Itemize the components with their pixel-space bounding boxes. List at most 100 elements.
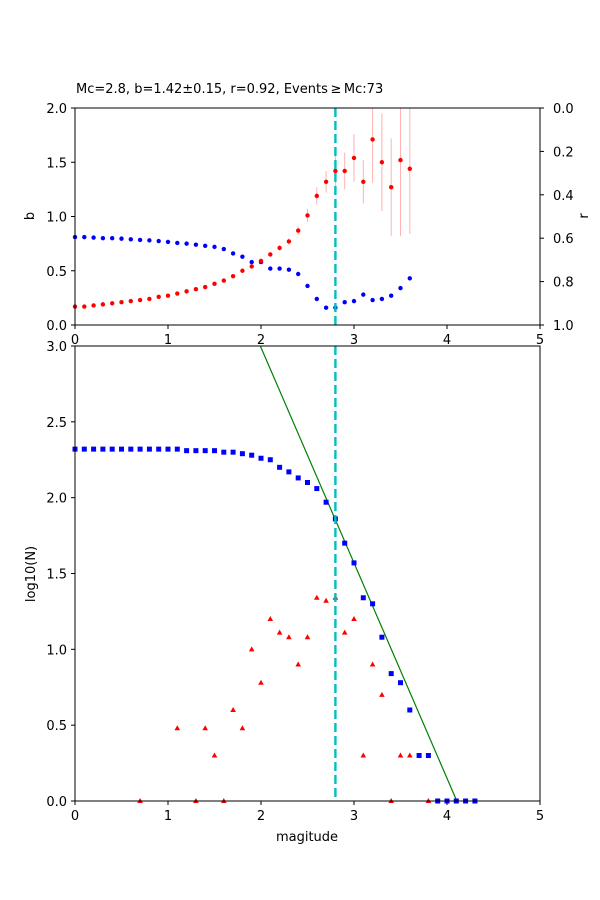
cumulative-point (370, 601, 376, 607)
non-cumulative-point (276, 629, 283, 635)
b-value-error-bars (74, 108, 411, 308)
cumulative-point (109, 446, 115, 452)
non-cumulative-point (258, 679, 264, 685)
cumulative-point (146, 446, 152, 452)
non-cumulative-point (230, 707, 236, 712)
r-point (268, 266, 273, 271)
bottom-y-ticks: 0.0 0.5 1.0 1.5 2.0 2.5 3.0 (46, 340, 75, 810)
b-value-point (82, 304, 87, 309)
non-cumulative-point (407, 752, 413, 758)
bottom-y-tick-label: 2.0 (46, 492, 67, 507)
cumulative-point (165, 446, 171, 452)
top-y-label: b (23, 212, 38, 220)
r-point (277, 266, 282, 271)
non-cumulative-point (248, 646, 255, 652)
top-y-ticks: 0.0 0.5 1.0 1.5 2.0 (46, 102, 75, 334)
r-point (240, 254, 245, 259)
b-value-point (100, 302, 106, 307)
cumulative-point (360, 595, 366, 601)
b-value-point (398, 157, 403, 163)
top-x-tick-label: 0 (71, 333, 79, 348)
b-value-point (203, 284, 208, 290)
b-value-point (379, 160, 385, 165)
top-right-y-label: r (577, 213, 592, 219)
b-value-point (314, 193, 319, 199)
r-point (119, 236, 124, 241)
b-value-point (137, 297, 143, 303)
bottom-y-label: log10(N) (24, 546, 39, 602)
r-point (184, 241, 189, 246)
r-point (175, 240, 180, 246)
b-value-point (370, 137, 375, 142)
b-value-point (277, 245, 282, 251)
cumulative-point (193, 448, 199, 454)
cumulative-point (416, 753, 422, 758)
top-y-tick-label: 2.0 (46, 102, 67, 117)
cumulative-series (72, 446, 478, 804)
top-x-tick-label: 3 (350, 333, 358, 348)
b-value-point (175, 291, 180, 296)
top-x-tick-label: 4 (443, 333, 451, 348)
b-value-point (296, 228, 301, 233)
cumulative-point (323, 499, 329, 505)
non-cumulative-point (360, 752, 367, 758)
cumulative-point (305, 480, 310, 485)
cumulative-point (100, 446, 106, 452)
non-cumulative-point (397, 752, 404, 758)
b-value-point (165, 293, 171, 298)
r-point (323, 305, 329, 310)
r-point (314, 296, 319, 302)
r-point (361, 292, 366, 297)
non-cumulative-point (295, 661, 301, 667)
b-value-point (333, 168, 338, 174)
cumulative-point (351, 560, 357, 566)
gr-fit-line (259, 345, 458, 802)
r-point (286, 267, 292, 272)
b-value-point (212, 281, 217, 286)
top-title: Mc=2.8, b=1.42±0.15, r=0.92, Events ≥ Mc… (76, 82, 383, 97)
r-point (100, 236, 106, 241)
r-point (249, 259, 254, 265)
top-x-tick-label: 1 (164, 333, 172, 348)
r-point (342, 300, 347, 305)
b-value-point (305, 213, 310, 218)
top-axes-frame (74, 107, 541, 326)
bottom-axes-frame (74, 345, 541, 802)
top-right-y-tick-label: 0.4 (553, 189, 574, 204)
b-value-point (351, 155, 357, 161)
cumulative-point (342, 540, 348, 546)
bottom-panel: 0 1 2 3 4 5 0.0 0.5 1.0 1.5 2.0 2.5 3.0 magitude lo… (24, 340, 544, 845)
non-cumulative-point (174, 725, 181, 731)
b-value-point (286, 239, 292, 244)
bottom-x-tick-label: 4 (443, 809, 451, 824)
cumulative-point (277, 464, 283, 470)
b-value-point (268, 252, 273, 257)
non-cumulative-point (351, 616, 357, 621)
r-point (370, 297, 375, 303)
bottom-x-tick-label: 5 (536, 809, 544, 824)
r-point (296, 271, 301, 277)
non-cumulative-point (286, 634, 292, 640)
cumulative-point (388, 671, 394, 677)
top-right-y-ticks: 0.0 0.2 0.4 0.6 0.8 1.0 (540, 102, 574, 334)
b-value-point (323, 179, 329, 184)
r-point (156, 238, 161, 244)
top-y-tick-label: 1.0 (46, 211, 67, 226)
b-value-point (342, 168, 347, 174)
cumulative-point (202, 448, 208, 454)
cumulative-point (258, 455, 264, 461)
b-value-point (147, 296, 152, 302)
b-value-point (389, 185, 394, 190)
r-point (82, 234, 87, 240)
cumulative-point (137, 446, 143, 452)
b-value-point (240, 268, 245, 273)
r-point (230, 251, 236, 256)
top-y-tick-label: 0.5 (46, 265, 67, 280)
r-point (407, 276, 412, 281)
b-value-point (407, 166, 412, 171)
cumulative-point (230, 449, 236, 455)
non-cumulative-point (267, 616, 274, 621)
cumulative-point (267, 457, 273, 463)
cumulative-point (174, 446, 180, 452)
bottom-y-tick-label: 0.5 (46, 719, 67, 734)
